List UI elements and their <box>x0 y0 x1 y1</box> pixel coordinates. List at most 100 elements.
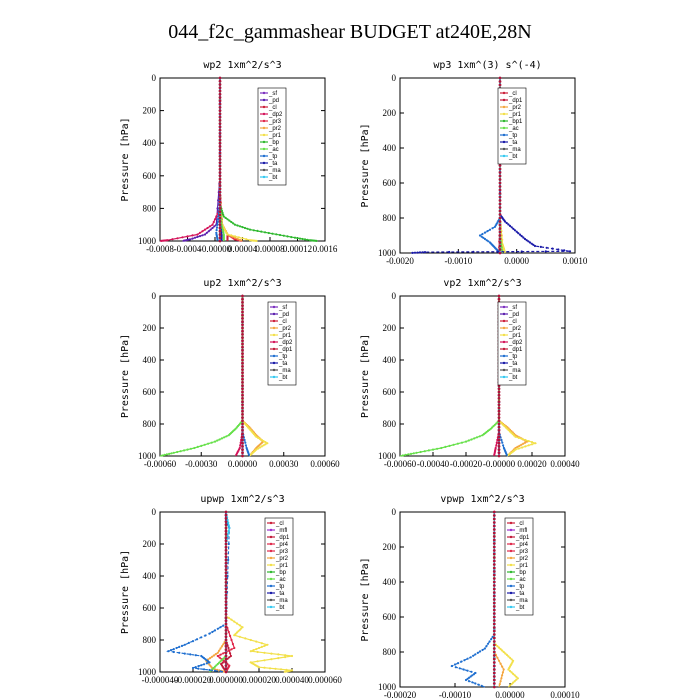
legend-label: _sf <box>268 91 277 97</box>
y-tick-label: 400 <box>143 138 157 148</box>
y-tick-label: 600 <box>383 612 397 622</box>
series-point-pr1 <box>257 447 260 450</box>
series-point-pr1 <box>249 638 252 642</box>
zero-profile-marker <box>498 174 502 178</box>
legend-box <box>497 87 527 165</box>
panel-title: wp2 1xm^2/s^3 <box>203 60 281 71</box>
zero-profile-marker <box>224 536 228 539</box>
series-point-tp <box>194 666 197 669</box>
series-point-ac <box>444 445 447 448</box>
legend-marker-cl <box>502 91 506 95</box>
legend-marker-dp1 <box>502 98 506 102</box>
series-point-ac <box>200 444 203 447</box>
legend-label: _bt <box>508 154 518 160</box>
legend-label: _tp <box>508 354 518 360</box>
series-point-pr1 <box>534 442 537 445</box>
series-point-pr4 <box>230 638 233 642</box>
series-point-ta <box>568 250 572 253</box>
zero-profile-marker <box>241 390 244 394</box>
series-point-dp1 <box>221 661 224 664</box>
zero-profile-marker <box>218 151 222 155</box>
legend-label: _dp1 <box>278 347 293 353</box>
series-point-tp <box>471 674 474 677</box>
series-point-tp <box>197 665 200 668</box>
zero-profile-marker <box>498 202 502 206</box>
series-point-ac <box>219 660 222 663</box>
legend-marker-sf <box>502 305 506 309</box>
zero-profile-marker <box>224 549 228 552</box>
y-tick-label: 1000 <box>138 236 157 246</box>
legend-label: _mfl <box>515 528 527 534</box>
series-point-tp <box>202 663 206 666</box>
legend-marker-tp <box>269 584 273 588</box>
zero-profile-marker <box>241 413 244 416</box>
series-point-pr1 <box>270 652 273 655</box>
panels: wp2 1xm^2/s^3 Pressure [hPa] 0 200 400 600 800… <box>120 60 588 700</box>
series-point-bp <box>301 237 304 241</box>
series-point-ta <box>411 251 414 254</box>
series-point-bp <box>278 233 282 237</box>
legend-marker-dp1 <box>269 535 273 539</box>
series-point-bt <box>227 521 230 524</box>
series-point-ac <box>456 442 459 445</box>
series-point-ac <box>473 437 476 440</box>
series-point-pr1 <box>238 635 241 638</box>
series-point-tp <box>460 660 463 663</box>
series-point-ac <box>218 438 221 441</box>
series-point-tp <box>487 240 490 243</box>
series-point-ta <box>532 243 535 246</box>
legend-label: _ta <box>268 161 278 167</box>
zero-profile-marker <box>224 533 228 536</box>
zero-profile-marker <box>241 454 244 458</box>
legend-label: _ma <box>278 368 291 374</box>
series-point-pr1 <box>233 235 237 238</box>
zero-profile-marker <box>218 187 222 191</box>
series-point-pr1 <box>521 437 524 440</box>
series-point-tp <box>178 645 181 649</box>
series-point-pr1 <box>508 684 512 687</box>
legend-marker-bt <box>509 605 513 609</box>
legend-label: _pd <box>278 312 289 318</box>
series-point-bp <box>260 230 263 233</box>
y-tick-label: 800 <box>143 203 157 213</box>
zero-profile-marker <box>218 216 222 220</box>
zero-profile-marker <box>218 99 222 103</box>
x-tick-label: 0.00004 <box>228 244 258 254</box>
zero-profile-marker <box>224 645 228 648</box>
zero-profile-marker <box>497 425 501 429</box>
series-point-tp <box>169 649 173 652</box>
series-point-tp <box>247 453 250 456</box>
zero-profile-marker <box>224 542 228 546</box>
series-point-tp <box>215 226 219 229</box>
series-point-pr2 <box>497 659 501 662</box>
series-point-pr1 <box>513 434 516 437</box>
series-point-tp <box>244 441 247 444</box>
series-point-bp <box>271 232 274 235</box>
x-tick-label: 0.000040 <box>275 675 309 685</box>
zero-profile-marker <box>224 510 228 514</box>
series-point-pr1 <box>262 444 265 447</box>
zero-profile-marker <box>492 577 496 580</box>
legend-marker-pr4 <box>509 542 513 546</box>
series-point-tp <box>243 438 246 442</box>
legend-label: _sf <box>508 305 517 311</box>
zero-profile-marker <box>498 227 502 230</box>
zero-profile-marker <box>497 409 501 413</box>
legend-marker-bt <box>269 605 273 609</box>
chart-panel-3: up2 1xm^2/s^3 Pressure [hPa] 0 200 400 600 800… <box>120 278 340 469</box>
series-point-ac <box>220 658 223 662</box>
legend-marker-mfl <box>509 528 513 532</box>
series-point-pr2 <box>499 680 502 683</box>
legend-label: _ac <box>275 577 286 583</box>
series-point-tp <box>227 542 230 546</box>
zero-profile-marker <box>241 358 244 362</box>
zero-profile-marker <box>241 435 244 439</box>
zero-profile-marker <box>224 613 228 616</box>
zero-profile-marker <box>224 513 228 517</box>
zero-profile-marker <box>497 441 501 445</box>
series-point-tp <box>469 675 472 678</box>
y-axis-label: Pressure [hPa] <box>120 550 131 634</box>
series-point-tp <box>183 643 186 646</box>
x-tick-label: -0.00020 <box>384 690 417 700</box>
zero-profile-marker <box>218 171 222 174</box>
